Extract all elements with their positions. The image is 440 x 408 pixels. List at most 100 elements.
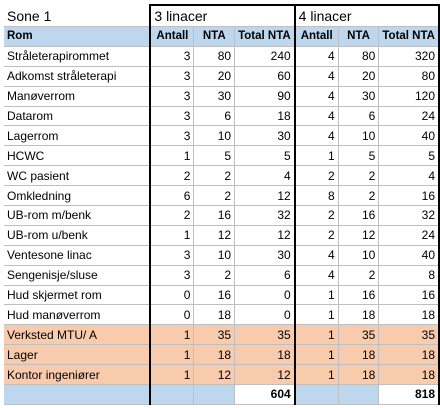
- b-nta-cell[interactable]: 2: [338, 165, 380, 187]
- a-total-cell[interactable]: 32: [234, 205, 296, 226]
- b-nta-cell[interactable]: 80: [338, 46, 380, 67]
- a-count-cell[interactable]: 1: [149, 364, 195, 386]
- b-count-cell[interactable]: 8: [293, 185, 339, 207]
- b-nta-cell[interactable]: 35: [338, 324, 380, 346]
- a-count-cell[interactable]: 3: [149, 125, 195, 147]
- b-total-cell[interactable]: 24: [378, 106, 440, 127]
- room-name-cell[interactable]: Adkomst stråleterapi: [4, 66, 151, 87]
- totals-b-count-cell[interactable]: [293, 384, 339, 405]
- a-total-cell[interactable]: 240: [234, 46, 296, 67]
- header-b-count[interactable]: Antall: [293, 26, 339, 47]
- b-count-cell[interactable]: 4: [293, 66, 339, 87]
- a-nta-cell[interactable]: 10: [193, 125, 236, 147]
- a-nta-cell[interactable]: 16: [193, 285, 236, 306]
- room-name-cell[interactable]: Sengenisje/sluse: [4, 265, 151, 286]
- b-count-cell[interactable]: 1: [293, 285, 339, 306]
- header-a-count[interactable]: Antall: [149, 26, 195, 47]
- a-total-cell[interactable]: 30: [234, 245, 296, 266]
- a-total-cell[interactable]: 18: [234, 344, 296, 366]
- a-total-cell[interactable]: 4: [234, 165, 296, 187]
- a-count-cell[interactable]: 1: [149, 344, 195, 366]
- a-total-cell[interactable]: 5: [234, 145, 296, 167]
- b-nta-cell[interactable]: 18: [338, 344, 380, 366]
- b-total-cell[interactable]: 40: [378, 125, 440, 147]
- b-count-cell[interactable]: 1: [293, 304, 339, 326]
- b-total-cell[interactable]: 32: [378, 205, 440, 226]
- b-total-cell[interactable]: 16: [378, 185, 440, 207]
- a-nta-cell[interactable]: 30: [193, 86, 236, 107]
- a-nta-cell[interactable]: 18: [193, 344, 236, 366]
- a-nta-cell[interactable]: 2: [193, 265, 236, 286]
- a-count-cell[interactable]: 2: [149, 165, 195, 187]
- a-count-cell[interactable]: 3: [149, 265, 195, 286]
- a-nta-cell[interactable]: 80: [193, 46, 236, 67]
- a-count-cell[interactable]: 3: [149, 106, 195, 127]
- a-count-cell[interactable]: 1: [149, 225, 195, 246]
- group-b-title[interactable]: 4 linacer: [293, 4, 440, 27]
- room-name-cell[interactable]: UB-rom m/benk: [4, 205, 151, 226]
- b-nta-cell[interactable]: 16: [338, 205, 380, 226]
- a-nta-cell[interactable]: 35: [193, 324, 236, 346]
- a-nta-cell[interactable]: 12: [193, 364, 236, 386]
- b-nta-cell[interactable]: 10: [338, 125, 380, 147]
- room-name-cell[interactable]: Stråleterapirommet: [4, 46, 151, 67]
- room-name-cell[interactable]: Lager: [4, 344, 151, 366]
- a-count-cell[interactable]: 3: [149, 245, 195, 266]
- b-count-cell[interactable]: 2: [293, 165, 339, 187]
- a-count-cell[interactable]: 0: [149, 285, 195, 306]
- a-total-cell[interactable]: 12: [234, 185, 296, 207]
- room-name-cell[interactable]: Ventesone linac: [4, 245, 151, 266]
- b-total-cell[interactable]: 18: [378, 304, 440, 326]
- a-nta-cell[interactable]: 5: [193, 145, 236, 167]
- b-total-cell[interactable]: 8: [378, 265, 440, 286]
- b-count-cell[interactable]: 1: [293, 324, 339, 346]
- b-count-cell[interactable]: 4: [293, 245, 339, 266]
- a-total-cell[interactable]: 18: [234, 106, 296, 127]
- b-total-cell[interactable]: 80: [378, 66, 440, 87]
- b-nta-cell[interactable]: 12: [338, 225, 380, 246]
- b-total-cell[interactable]: 16: [378, 285, 440, 306]
- a-total-cell[interactable]: 12: [234, 225, 296, 246]
- room-name-cell[interactable]: Kontor ingeniører: [4, 364, 151, 386]
- b-total-cell[interactable]: 320: [378, 46, 440, 67]
- b-count-cell[interactable]: 1: [293, 145, 339, 167]
- b-nta-cell[interactable]: 2: [338, 265, 380, 286]
- a-count-cell[interactable]: 6: [149, 185, 195, 207]
- a-nta-cell[interactable]: 18: [193, 304, 236, 326]
- a-count-cell[interactable]: 3: [149, 46, 195, 67]
- b-total-cell[interactable]: 5: [378, 145, 440, 167]
- header-a-total[interactable]: Total NTA: [234, 26, 296, 47]
- a-nta-cell[interactable]: 6: [193, 106, 236, 127]
- b-total-cell[interactable]: 120: [378, 86, 440, 107]
- a-total-cell[interactable]: 35: [234, 324, 296, 346]
- b-count-cell[interactable]: 4: [293, 125, 339, 147]
- a-total-cell[interactable]: 0: [234, 285, 296, 306]
- b-count-cell[interactable]: 4: [293, 265, 339, 286]
- room-name-cell[interactable]: HCWC: [4, 145, 151, 167]
- b-nta-cell[interactable]: 18: [338, 364, 380, 386]
- b-total-cell[interactable]: 24: [378, 225, 440, 246]
- a-total-cell[interactable]: 30: [234, 125, 296, 147]
- totals-a-count-cell[interactable]: [149, 384, 195, 405]
- a-nta-cell[interactable]: 10: [193, 245, 236, 266]
- totals-room-cell[interactable]: [4, 384, 151, 405]
- b-nta-cell[interactable]: 16: [338, 285, 380, 306]
- total-a[interactable]: 604: [234, 384, 296, 405]
- a-nta-cell[interactable]: 20: [193, 66, 236, 87]
- room-name-cell[interactable]: Manøverrom: [4, 86, 151, 107]
- a-nta-cell[interactable]: 12: [193, 225, 236, 246]
- totals-a-nta-cell[interactable]: [193, 384, 236, 405]
- a-count-cell[interactable]: 1: [149, 324, 195, 346]
- room-name-cell[interactable]: Hud manøverrom: [4, 304, 151, 326]
- b-nta-cell[interactable]: 10: [338, 245, 380, 266]
- room-name-cell[interactable]: Omkledning: [4, 185, 151, 207]
- a-total-cell[interactable]: 12: [234, 364, 296, 386]
- a-count-cell[interactable]: 0: [149, 304, 195, 326]
- b-count-cell[interactable]: 2: [293, 205, 339, 226]
- a-count-cell[interactable]: 3: [149, 86, 195, 107]
- room-name-cell[interactable]: Hud skjermet rom: [4, 285, 151, 306]
- b-total-cell[interactable]: 18: [378, 364, 440, 386]
- b-nta-cell[interactable]: 18: [338, 304, 380, 326]
- b-count-cell[interactable]: 4: [293, 106, 339, 127]
- b-total-cell[interactable]: 35: [378, 324, 440, 346]
